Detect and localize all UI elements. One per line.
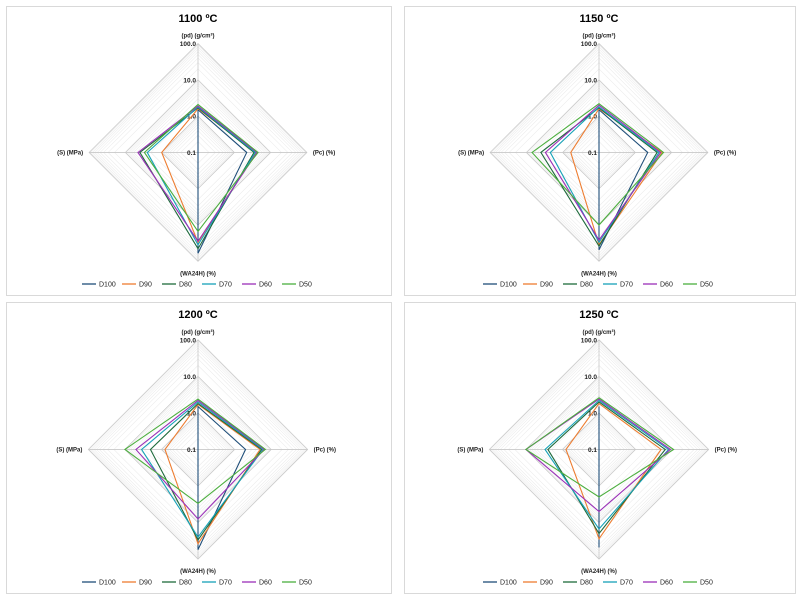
tick-label: 10.0 xyxy=(183,77,196,84)
legend-label: D70 xyxy=(620,282,633,289)
grid-ring xyxy=(88,43,308,262)
axis-label: (Pc) (%) xyxy=(714,150,736,156)
legend-label: D80 xyxy=(580,282,593,289)
legend-label: D100 xyxy=(500,282,517,289)
legend-label: D60 xyxy=(660,580,673,587)
axis-label: (WA24H) (%) xyxy=(180,569,216,575)
axis-label: (WA24H) (%) xyxy=(581,271,617,277)
tick-label: 10.0 xyxy=(584,374,597,381)
axis-label: (WA24H) (%) xyxy=(180,271,216,277)
tick-label: 100.0 xyxy=(581,41,598,48)
series-line-d70 xyxy=(146,106,257,246)
series-line-d50 xyxy=(123,398,267,505)
axis-label: (S) (MPa) xyxy=(457,447,483,453)
axis-label: (pd) (g/cm³) xyxy=(182,329,215,336)
legend-label: D80 xyxy=(580,580,593,587)
radar-chart-1200: 1200 ºC 0.1 1.0 10.0 100.0 (pd) (g/cm³) (Pc) (… xyxy=(6,302,392,594)
legend-label: D90 xyxy=(540,580,553,587)
legend-label: D100 xyxy=(99,580,116,587)
tick-label: 1.0 xyxy=(588,114,597,121)
series-line-d90 xyxy=(164,403,261,545)
series-line-d70 xyxy=(544,399,670,530)
radar-chart-1150: 1150 ºC 0.1 1.0 10.0 100.0 (pd) (g/cm³) (Pc) (… xyxy=(404,6,796,296)
series-line-d80 xyxy=(547,401,667,535)
chart-title: 1250 ºC xyxy=(579,309,619,321)
legend-label: D80 xyxy=(179,580,192,587)
axis-label: (pd) (g/cm³) xyxy=(583,329,616,336)
axis-label: (S) (MPa) xyxy=(458,150,484,156)
legend-label: D90 xyxy=(139,282,152,289)
series-line-d50 xyxy=(143,103,259,233)
tick-label: 100.0 xyxy=(180,337,197,344)
legend-label: D60 xyxy=(660,282,673,289)
legend-label: D50 xyxy=(700,282,713,289)
tick-label: 10.0 xyxy=(584,77,597,84)
legend-label: D100 xyxy=(99,282,116,289)
legend-label: D80 xyxy=(179,282,192,289)
series-line-d60 xyxy=(544,104,662,242)
series-line-d60 xyxy=(135,399,266,520)
axis-label: (Pc) (%) xyxy=(715,447,737,453)
series-line-d100 xyxy=(598,108,649,250)
tick-label: 10.0 xyxy=(183,374,196,381)
chart-title: 1200 ºC xyxy=(178,309,218,321)
series-line-d70 xyxy=(549,106,660,244)
axis-label: (S) (MPa) xyxy=(56,447,82,453)
series-line-d80 xyxy=(540,107,658,248)
legend-label: D90 xyxy=(139,580,152,587)
tick-label: 0.1 xyxy=(588,447,597,454)
legend-label: D60 xyxy=(259,580,272,587)
legend-label: D70 xyxy=(219,580,232,587)
tick-label: 1.0 xyxy=(588,410,597,417)
series-line-d70 xyxy=(140,401,264,539)
series-line-d80 xyxy=(149,402,263,542)
chart-title: 1150 ºC xyxy=(580,13,619,25)
tick-label: 0.1 xyxy=(187,447,196,454)
axis-label: (Pc) (%) xyxy=(314,447,336,453)
axis-label: (S) (MPa) xyxy=(57,150,83,156)
legend-label: D90 xyxy=(540,282,553,289)
series-line-d90 xyxy=(565,402,662,541)
series-line-d100 xyxy=(197,108,248,254)
legend-label: D50 xyxy=(299,282,312,289)
axis-label: (WA24H) (%) xyxy=(581,569,617,575)
legend-label: D60 xyxy=(259,282,272,289)
series-line-d60 xyxy=(137,105,258,243)
tick-label: 100.0 xyxy=(581,337,598,344)
series-line-d50 xyxy=(531,103,665,226)
axis-label: (Pc) (%) xyxy=(313,150,335,156)
series-line-d100 xyxy=(197,405,247,550)
series-line-d80 xyxy=(139,107,255,250)
grid-ring xyxy=(489,43,709,262)
axis-label: (pd) (g/cm³) xyxy=(182,33,215,40)
legend-label: D70 xyxy=(620,580,633,587)
legend-label: D50 xyxy=(700,580,713,587)
series-line-d50 xyxy=(524,397,675,498)
legend-label: D50 xyxy=(299,580,312,587)
radar-svg: 1150 ºC 0.1 1.0 10.0 100.0(pd) (g/cm³) (Pc) (… xyxy=(458,13,736,289)
radar-chart-1250: 1250 ºC 0.1 1.0 10.0 100.0 (pd) (g/cm³) (Pc) (… xyxy=(404,302,796,594)
tick-label: 0.1 xyxy=(588,150,597,157)
chart-title: 1100 ºC xyxy=(179,13,218,25)
legend-label: D100 xyxy=(500,580,517,587)
axis-label: (pd) (g/cm³) xyxy=(583,33,616,40)
tick-label: 100.0 xyxy=(180,41,197,48)
legend-label: D70 xyxy=(219,282,232,289)
radar-svg: 1250 ºC 0.1 1.0 10.0 100.0(pd) (g/cm³) (Pc) (… xyxy=(457,309,737,587)
tick-label: 0.1 xyxy=(187,150,196,157)
radar-chart-1100: 1100 ºC 0.1 1.0 10.0 100.0 (pd) (g/cm³) (Pc) (… xyxy=(6,6,392,296)
